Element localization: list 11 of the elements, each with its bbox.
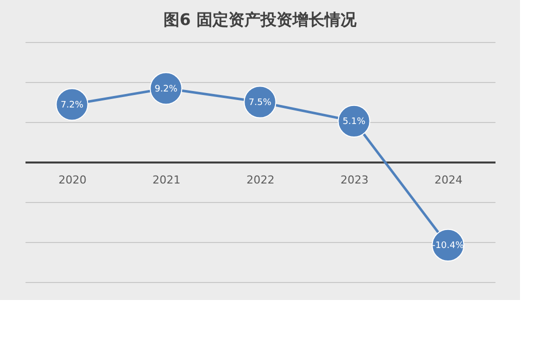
data-label: 9.2% — [154, 84, 178, 94]
data-label: 7.2% — [60, 100, 84, 110]
data-label: 5.1% — [342, 117, 366, 128]
x-tick-label: 2020 — [58, 174, 86, 186]
x-tick-label: 2022 — [246, 174, 274, 186]
x-tick-label: 2024 — [434, 174, 462, 186]
x-tick-label: 2021 — [152, 174, 180, 186]
x-tick-label: 2023 — [340, 174, 368, 186]
data-label: 7.5% — [248, 98, 272, 108]
data-label: -10.4% — [432, 241, 464, 252]
chart-title: 图6 固定资产投资增长情况 — [164, 10, 358, 29]
